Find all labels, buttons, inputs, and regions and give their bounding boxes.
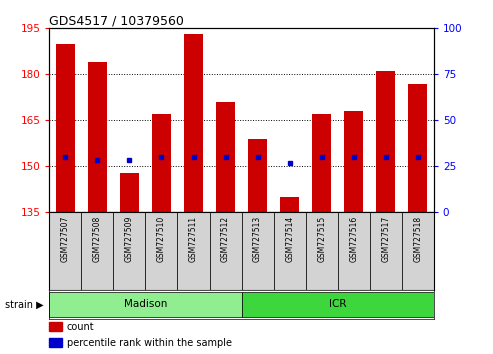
Bar (312, 114, 331, 212)
Bar (402, 212, 434, 290)
Text: GSM727515: GSM727515 (317, 216, 326, 262)
Text: GSM727514: GSM727514 (285, 216, 294, 262)
Bar (376, 71, 395, 212)
Text: GSM727512: GSM727512 (221, 216, 230, 262)
Bar (344, 111, 363, 212)
Bar (113, 212, 145, 290)
Bar (145, 212, 177, 290)
Text: GSM727511: GSM727511 (189, 216, 198, 262)
Bar (370, 212, 402, 290)
Text: Madison: Madison (124, 299, 167, 309)
Text: GSM727516: GSM727516 (349, 216, 358, 262)
Bar (338, 212, 370, 290)
Text: GSM727508: GSM727508 (93, 216, 102, 262)
Text: ICR: ICR (329, 299, 347, 309)
Text: percentile rank within the sample: percentile rank within the sample (67, 338, 232, 348)
Bar (280, 197, 299, 212)
Text: GSM727517: GSM727517 (381, 216, 390, 262)
Bar (49, 212, 81, 290)
Bar (177, 212, 210, 290)
Bar (152, 114, 171, 212)
Text: GSM727518: GSM727518 (413, 216, 423, 262)
Text: GSM727507: GSM727507 (61, 216, 70, 262)
Bar (248, 139, 267, 212)
Bar (274, 212, 306, 290)
Bar (184, 34, 203, 212)
Bar (242, 292, 434, 317)
Text: GSM727513: GSM727513 (253, 216, 262, 262)
Text: GSM727509: GSM727509 (125, 216, 134, 262)
Bar (306, 212, 338, 290)
Bar (88, 62, 107, 212)
Text: strain ▶: strain ▶ (5, 299, 43, 309)
Text: count: count (67, 322, 94, 332)
Text: GSM727510: GSM727510 (157, 216, 166, 262)
Text: GDS4517 / 10379560: GDS4517 / 10379560 (49, 14, 184, 27)
Bar (242, 212, 274, 290)
Bar (408, 84, 427, 212)
Bar (210, 212, 242, 290)
Bar (216, 102, 235, 212)
Bar (49, 292, 242, 317)
Bar (49, 338, 62, 347)
Bar (56, 44, 75, 212)
Bar (81, 212, 113, 290)
Bar (120, 172, 139, 212)
Bar (49, 322, 62, 331)
